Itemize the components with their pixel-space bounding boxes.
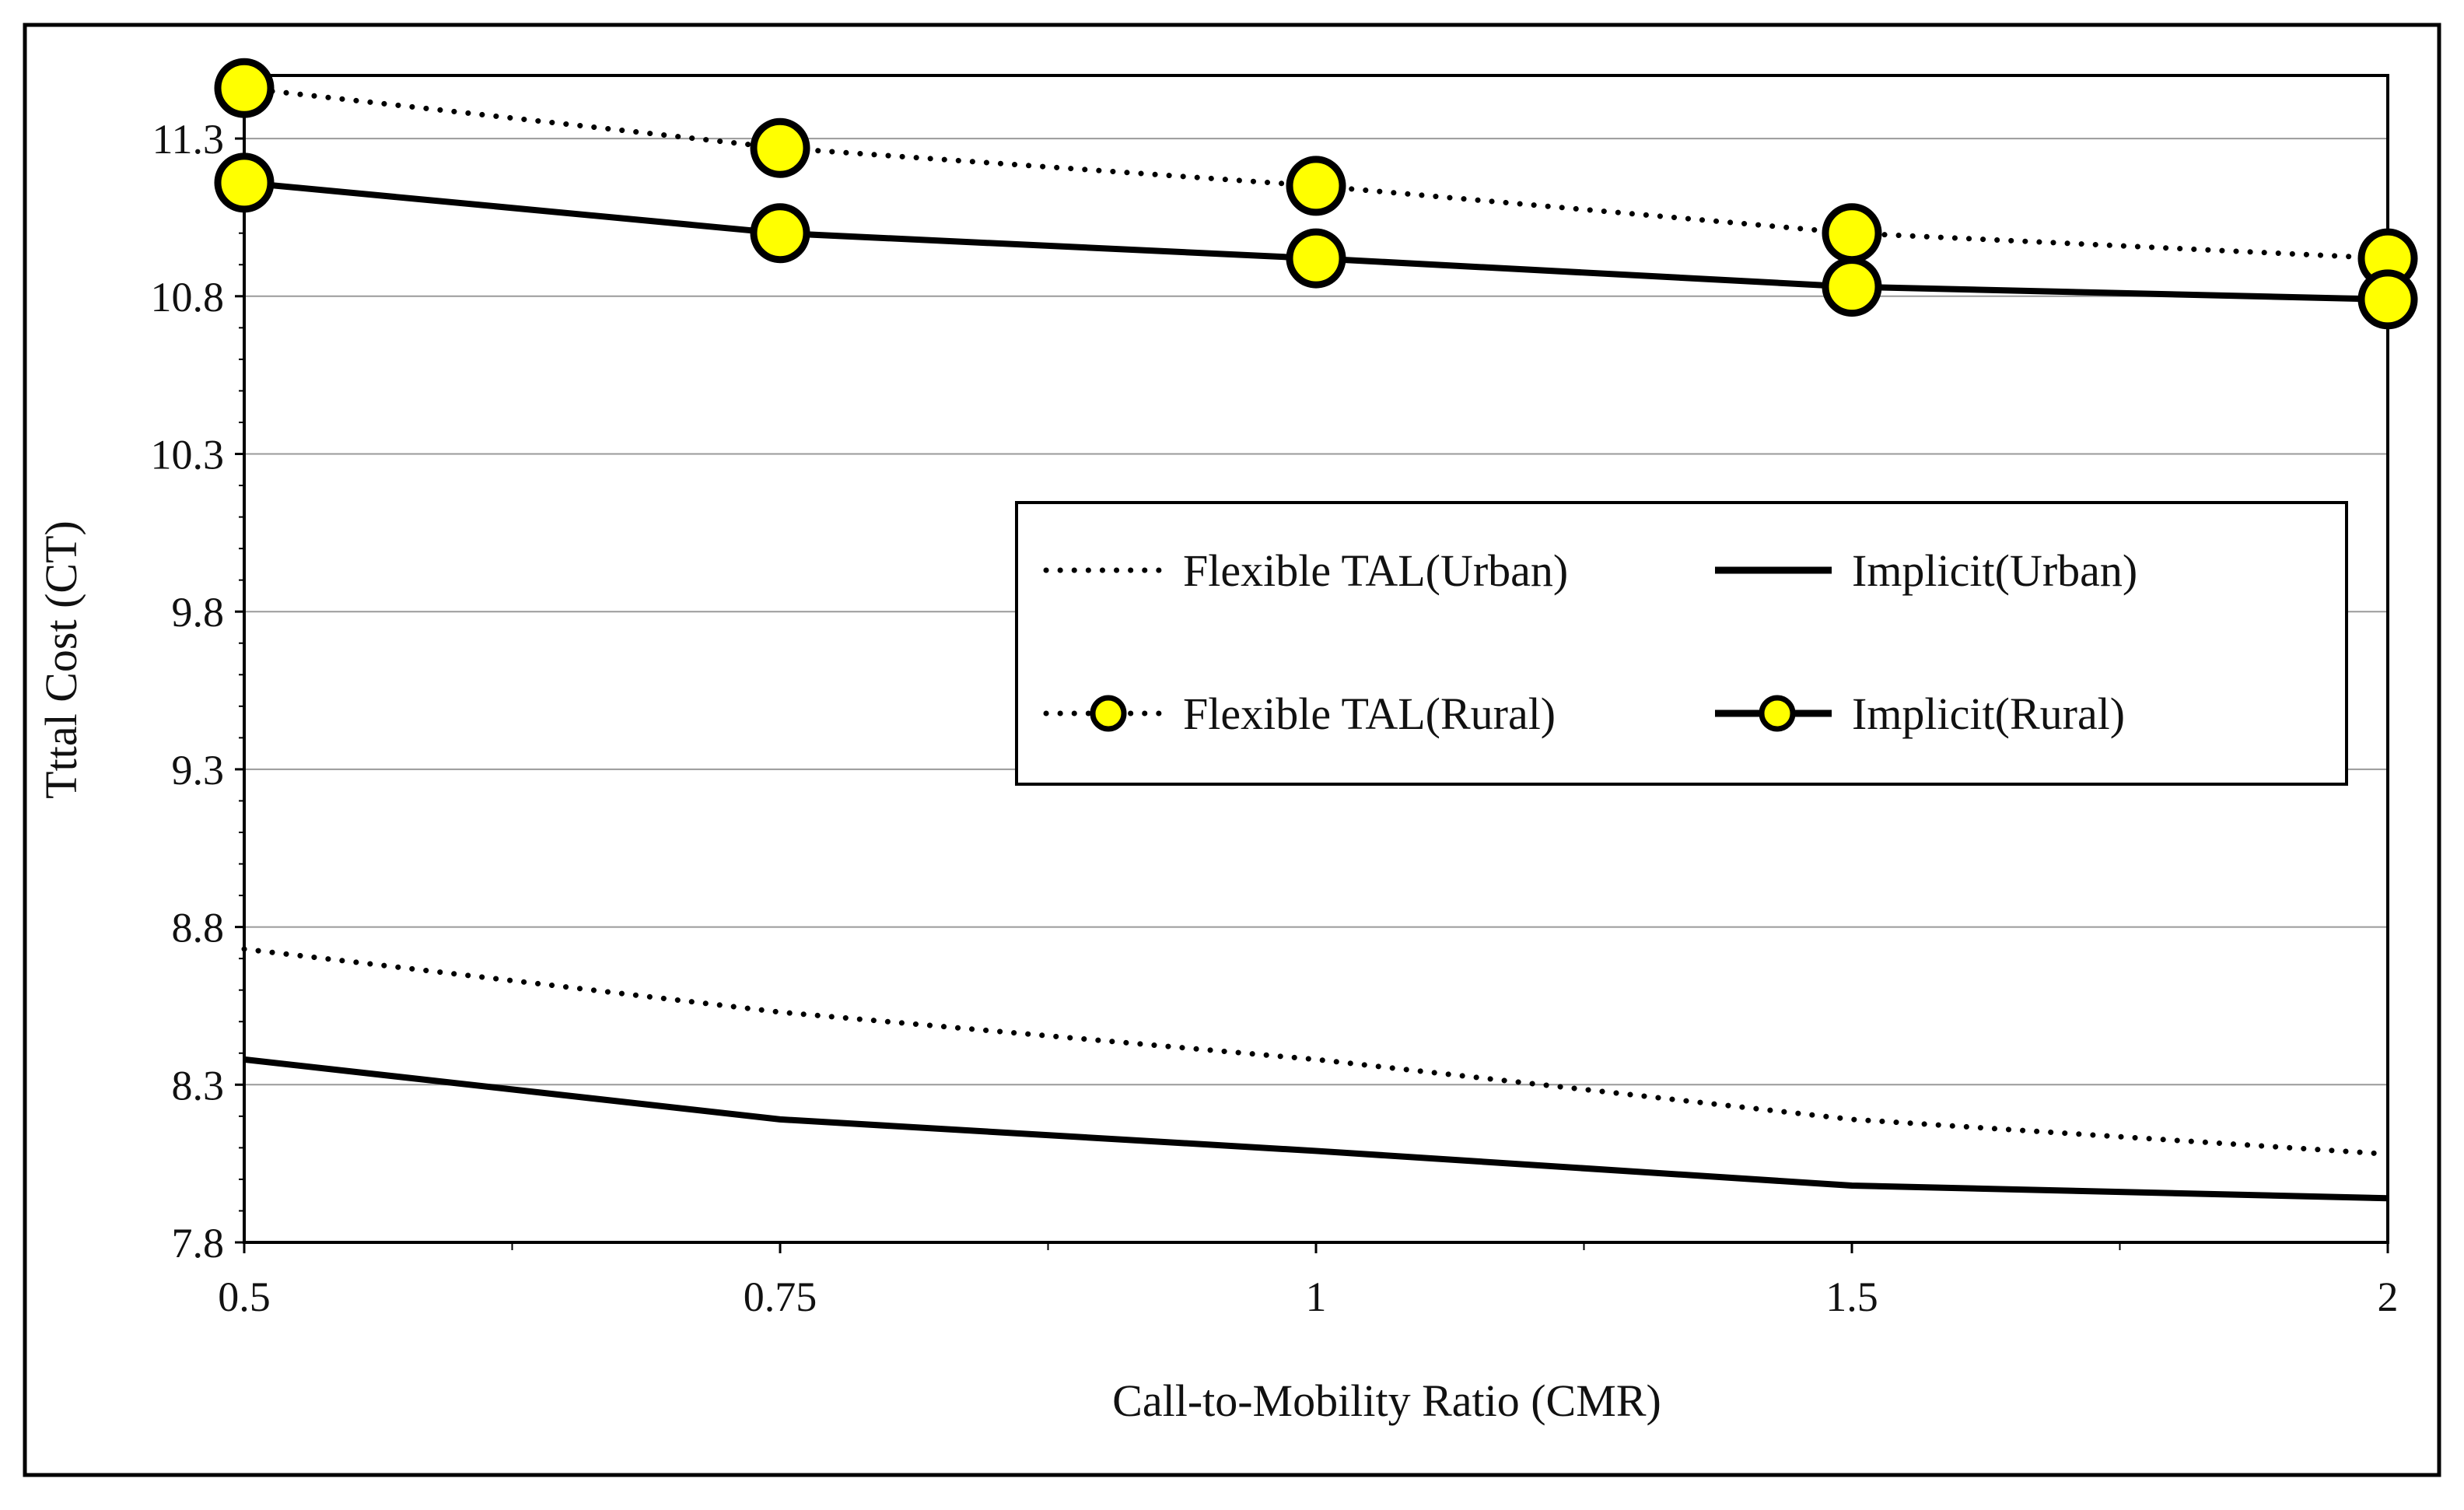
legend-box xyxy=(1015,501,2348,786)
legend-item: Implicit(Rural) xyxy=(1715,688,2125,739)
data-point-marker xyxy=(750,203,810,264)
data-point-marker xyxy=(1822,203,1882,264)
data-point-marker xyxy=(2357,269,2418,330)
legend-label: Implicit(Urban) xyxy=(1852,545,2137,596)
data-point-marker xyxy=(750,117,810,178)
data-point-marker xyxy=(1822,257,1882,317)
x-tick-label: 0.75 xyxy=(744,1274,817,1320)
legend: Flexible TAL(Urban) Implicit(Urban) Flexib… xyxy=(1015,501,2348,786)
y-tick-label: 11.3 xyxy=(152,116,225,163)
legend-swatch-marker xyxy=(1090,695,1127,732)
y-tick-label: 8.3 xyxy=(172,1062,225,1109)
x-tick-label: 2 xyxy=(2378,1274,2399,1320)
legend-item: Flexible TAL(Rural) xyxy=(1043,688,1556,739)
legend-item: Implicit(Urban) xyxy=(1715,545,2137,596)
x-tick-label: 1.5 xyxy=(1825,1274,1878,1320)
y-axis-title: Tttal Cost (CT) xyxy=(36,520,86,799)
series-implicit-urban xyxy=(243,1056,2389,1202)
data-point-marker xyxy=(1286,156,1346,216)
series-line xyxy=(243,1056,2389,1202)
data-point-marker xyxy=(1286,228,1346,289)
y-tick-label: 10.8 xyxy=(151,274,225,321)
y-tick-label: 8.8 xyxy=(172,905,225,951)
legend-item: Flexible TAL(Urban) xyxy=(1043,545,1568,596)
x-axis-title: Call-to-Mobility Ratio (CMR) xyxy=(1112,1375,1661,1426)
x-tick-label: 1 xyxy=(1306,1274,1327,1320)
legend-swatch-marker xyxy=(1759,695,1796,732)
y-tick-label: 9.3 xyxy=(172,747,225,794)
data-point-marker xyxy=(214,152,275,213)
y-tick-label: 7.8 xyxy=(172,1220,225,1267)
legend-label: Implicit(Rural) xyxy=(1852,688,2125,739)
y-tick-label: 9.8 xyxy=(172,589,225,636)
y-tick-label: 10.3 xyxy=(151,431,225,478)
x-tick-label: 0.5 xyxy=(218,1274,271,1320)
series-implicit-rural xyxy=(214,152,2418,330)
legend-label: Flexible TAL(Urban) xyxy=(1183,545,1568,596)
legend-label: Flexible TAL(Rural) xyxy=(1183,688,1556,739)
data-point-marker xyxy=(214,58,275,118)
series-flexible-tal-rural xyxy=(214,58,2418,289)
